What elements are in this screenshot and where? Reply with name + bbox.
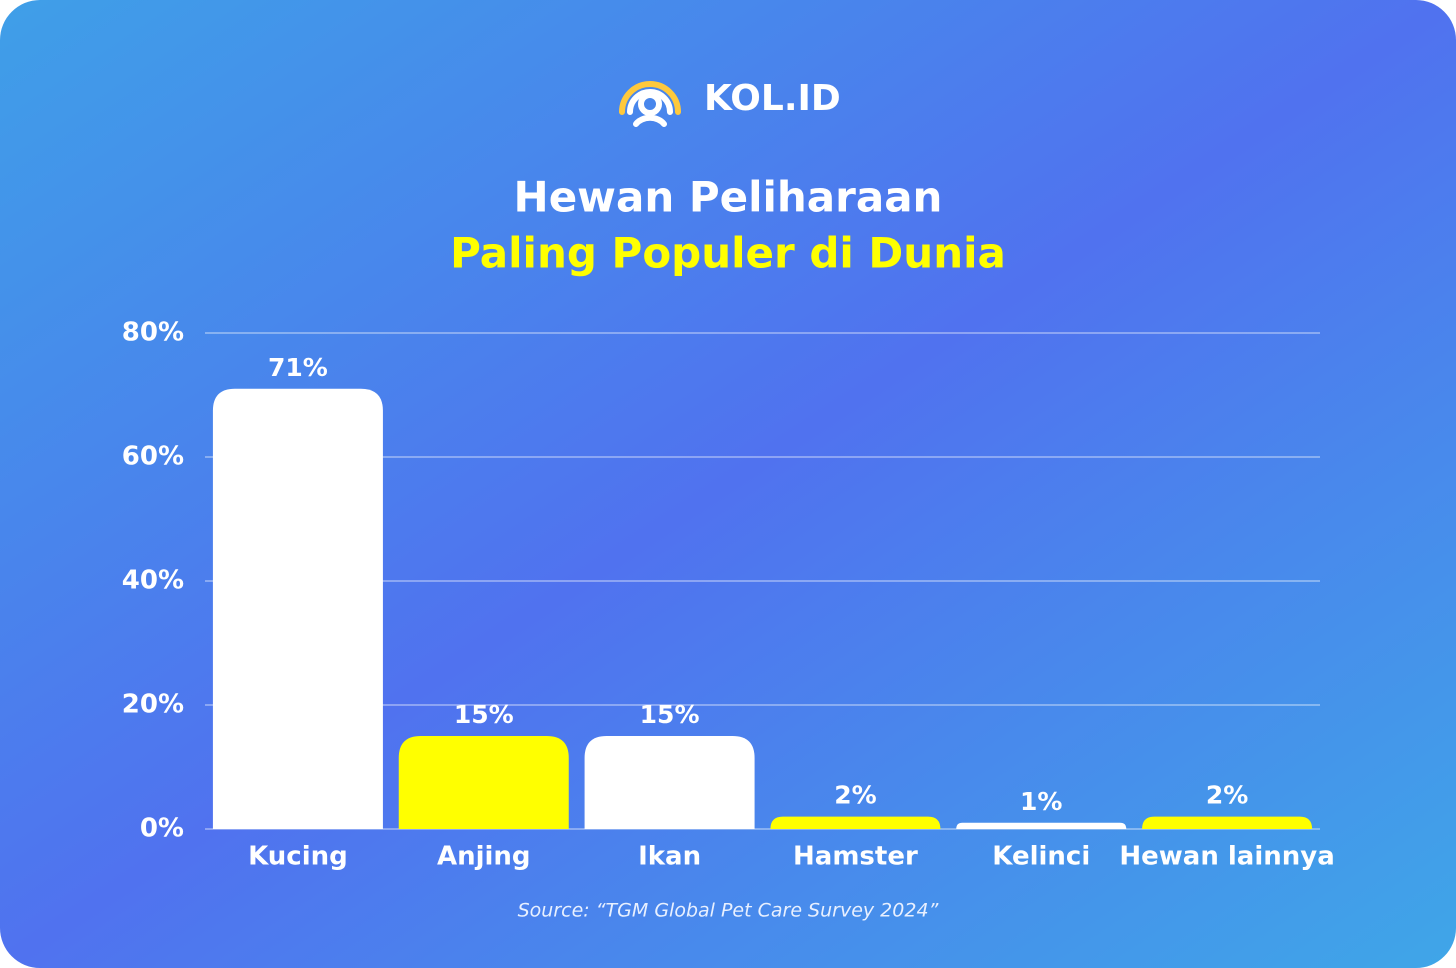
value-label: 15%	[640, 700, 700, 729]
chart-title: Hewan Peliharaan	[514, 173, 943, 222]
value-label: 2%	[834, 781, 876, 810]
value-label: 71%	[268, 353, 328, 382]
x-tick-label: Ikan	[638, 842, 701, 872]
x-tick-label: Anjing	[437, 842, 531, 872]
source-note: Source: “TGM Global Pet Care Survey 2024…	[518, 900, 939, 922]
logo-icon	[619, 81, 681, 127]
y-tick-label: 20%	[122, 690, 184, 720]
chart-subtitle: Paling Populer di Dunia	[450, 229, 1006, 278]
value-label: 1%	[1020, 787, 1062, 816]
y-tick-label: 0%	[140, 814, 184, 844]
logo-text: KOL.ID	[704, 78, 841, 119]
y-tick-label: 40%	[122, 566, 184, 596]
y-tick-label: 80%	[122, 318, 184, 348]
value-label: 2%	[1206, 781, 1248, 810]
bar	[1142, 816, 1313, 829]
bar	[212, 388, 383, 829]
x-tick-label: Hewan lainnya	[1119, 842, 1334, 872]
x-tick-label: Kelinci	[992, 842, 1090, 872]
x-tick-label: Kucing	[248, 842, 348, 872]
x-tick-label: Hamster	[793, 842, 918, 872]
y-tick-label: 60%	[122, 442, 184, 472]
bar	[956, 822, 1127, 829]
bar	[398, 736, 569, 829]
value-label: 15%	[454, 700, 514, 729]
bar	[770, 816, 941, 829]
bar	[584, 736, 755, 829]
